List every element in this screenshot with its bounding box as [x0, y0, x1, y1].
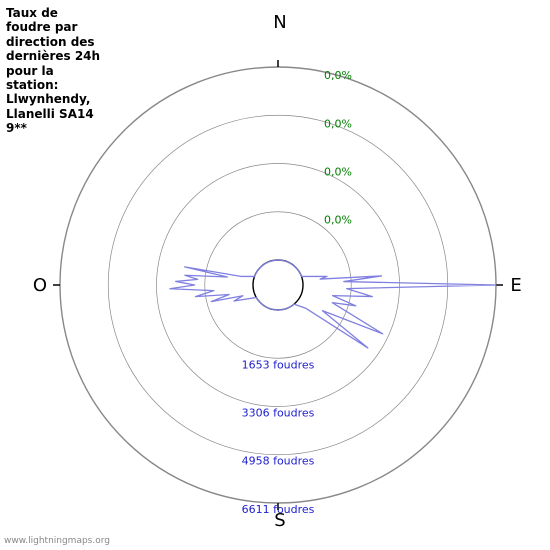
svg-text:3306 foudres: 3306 foudres [242, 407, 315, 420]
svg-text:0,0%: 0,0% [324, 165, 352, 178]
compass-e: E [506, 275, 526, 296]
svg-text:0,0%: 0,0% [324, 214, 352, 227]
compass-s: S [270, 510, 290, 531]
source-footer: www.lightningmaps.org [4, 536, 110, 546]
svg-text:0,0%: 0,0% [324, 117, 352, 130]
svg-text:4958 foudres: 4958 foudres [242, 455, 315, 468]
compass-n: N [270, 12, 290, 33]
svg-text:0,0%: 0,0% [324, 69, 352, 82]
compass-w: O [30, 275, 50, 296]
svg-text:1653 foudres: 1653 foudres [242, 358, 315, 371]
chart-title: Taux de foudre par direction des dernièr… [6, 6, 106, 136]
